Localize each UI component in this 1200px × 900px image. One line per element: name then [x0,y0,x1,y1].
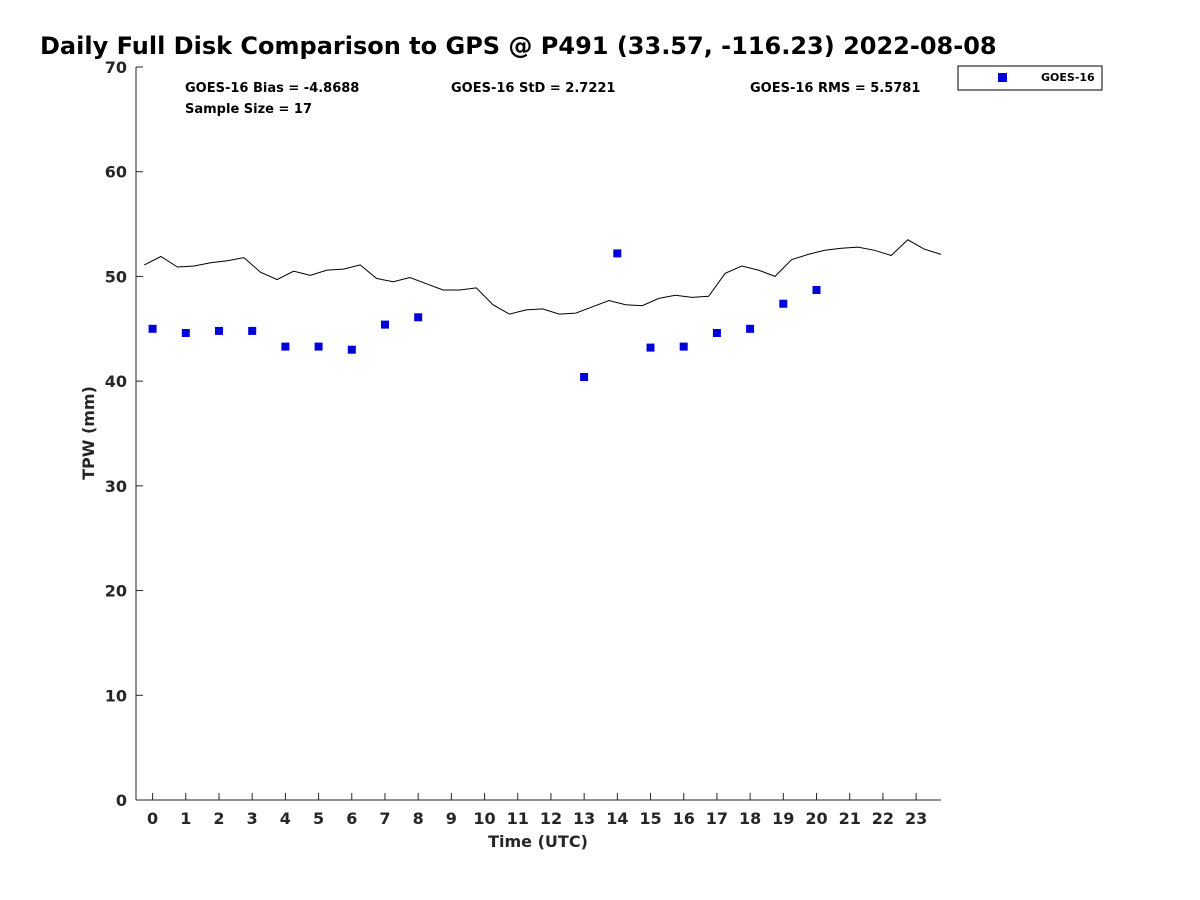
x-tick-label: 4 [280,809,291,828]
x-axis-ticks: 0 1 2 3 4 5 6 7 8 9 10 11 12 13 14 15 16 17 18 19 20 21 22 23 [147,793,927,828]
goes-16-point [148,324,157,333]
legend-box [957,65,1103,91]
goes-16-point [281,342,290,351]
goes-16-point [414,313,423,322]
legend-label-goes-16: GOES-16 [1041,71,1095,84]
x-tick-label: 6 [346,809,357,828]
goes-16-point [381,320,389,329]
sample-size-stat: Sample Size = 17 [185,102,312,117]
std-stat: GOES-16 StD = 2.7221 [451,81,615,96]
goes-16-point [779,299,788,308]
x-tick-label: 21 [839,809,861,828]
legend-marker-goes-16 [998,73,1007,82]
y-tick-label: 50 [105,267,127,286]
legend: GOES-16 [957,65,1103,91]
chart-title: Daily Full Disk Comparison to GPS @ P491… [40,32,997,60]
x-tick-label: 8 [413,809,424,828]
goes-16-point [347,345,356,354]
goes-16-point [215,326,223,335]
goes-16-point [580,373,589,381]
x-tick-label: 16 [673,809,695,828]
x-axis-label: Time (UTC) [488,832,588,851]
x-tick-label: 9 [446,809,457,828]
x-tick-label: 23 [905,809,927,828]
plot-area [135,67,941,801]
x-tick-label: 17 [706,809,728,828]
goes-16-point [746,324,755,333]
y-tick-label: 20 [105,582,127,601]
goes-16-point [679,342,688,351]
goes-16-series [148,249,821,381]
x-tick-label: 15 [639,809,661,828]
goes-16-point [712,329,721,337]
y-axis-label: TPW (mm) [79,386,98,480]
x-tick-label: 12 [540,809,562,828]
goes-16-point [314,342,323,351]
x-tick-label: 10 [473,809,495,828]
x-tick-label: 11 [507,809,529,828]
x-tick-label: 7 [379,809,390,828]
y-tick-label: 0 [116,791,127,810]
x-tick-label: 13 [573,809,595,828]
x-tick-label: 19 [772,809,794,828]
goes-16-point [812,286,821,294]
goes-16-point [248,326,257,335]
y-axis-ticks: 0 10 20 30 40 50 60 70 [105,58,143,810]
x-tick-label: 1 [180,809,191,828]
y-tick-label: 60 [105,163,127,182]
x-tick-label: 18 [739,809,761,828]
goes-16-point [181,329,190,337]
stats-annotations: GOES-16 Bias = -4.8688 GOES-16 StD = 2.7… [185,81,920,117]
x-tick-label: 20 [805,809,827,828]
rms-stat: GOES-16 RMS = 5.5781 [750,81,920,96]
x-tick-label: 5 [313,809,324,828]
y-tick-label: 10 [105,686,127,705]
y-tick-label: 70 [105,58,127,77]
gps-series-line [144,239,942,315]
y-tick-label: 40 [105,372,127,391]
x-tick-label: 2 [213,809,224,828]
x-tick-label: 0 [147,809,158,828]
x-tick-label: 22 [872,809,894,828]
x-tick-label: 14 [606,809,628,828]
y-tick-label: 30 [105,477,127,496]
goes-16-point [613,249,622,258]
x-tick-label: 3 [247,809,258,828]
goes-16-point [646,343,655,352]
bias-stat: GOES-16 Bias = -4.8688 [185,81,359,96]
